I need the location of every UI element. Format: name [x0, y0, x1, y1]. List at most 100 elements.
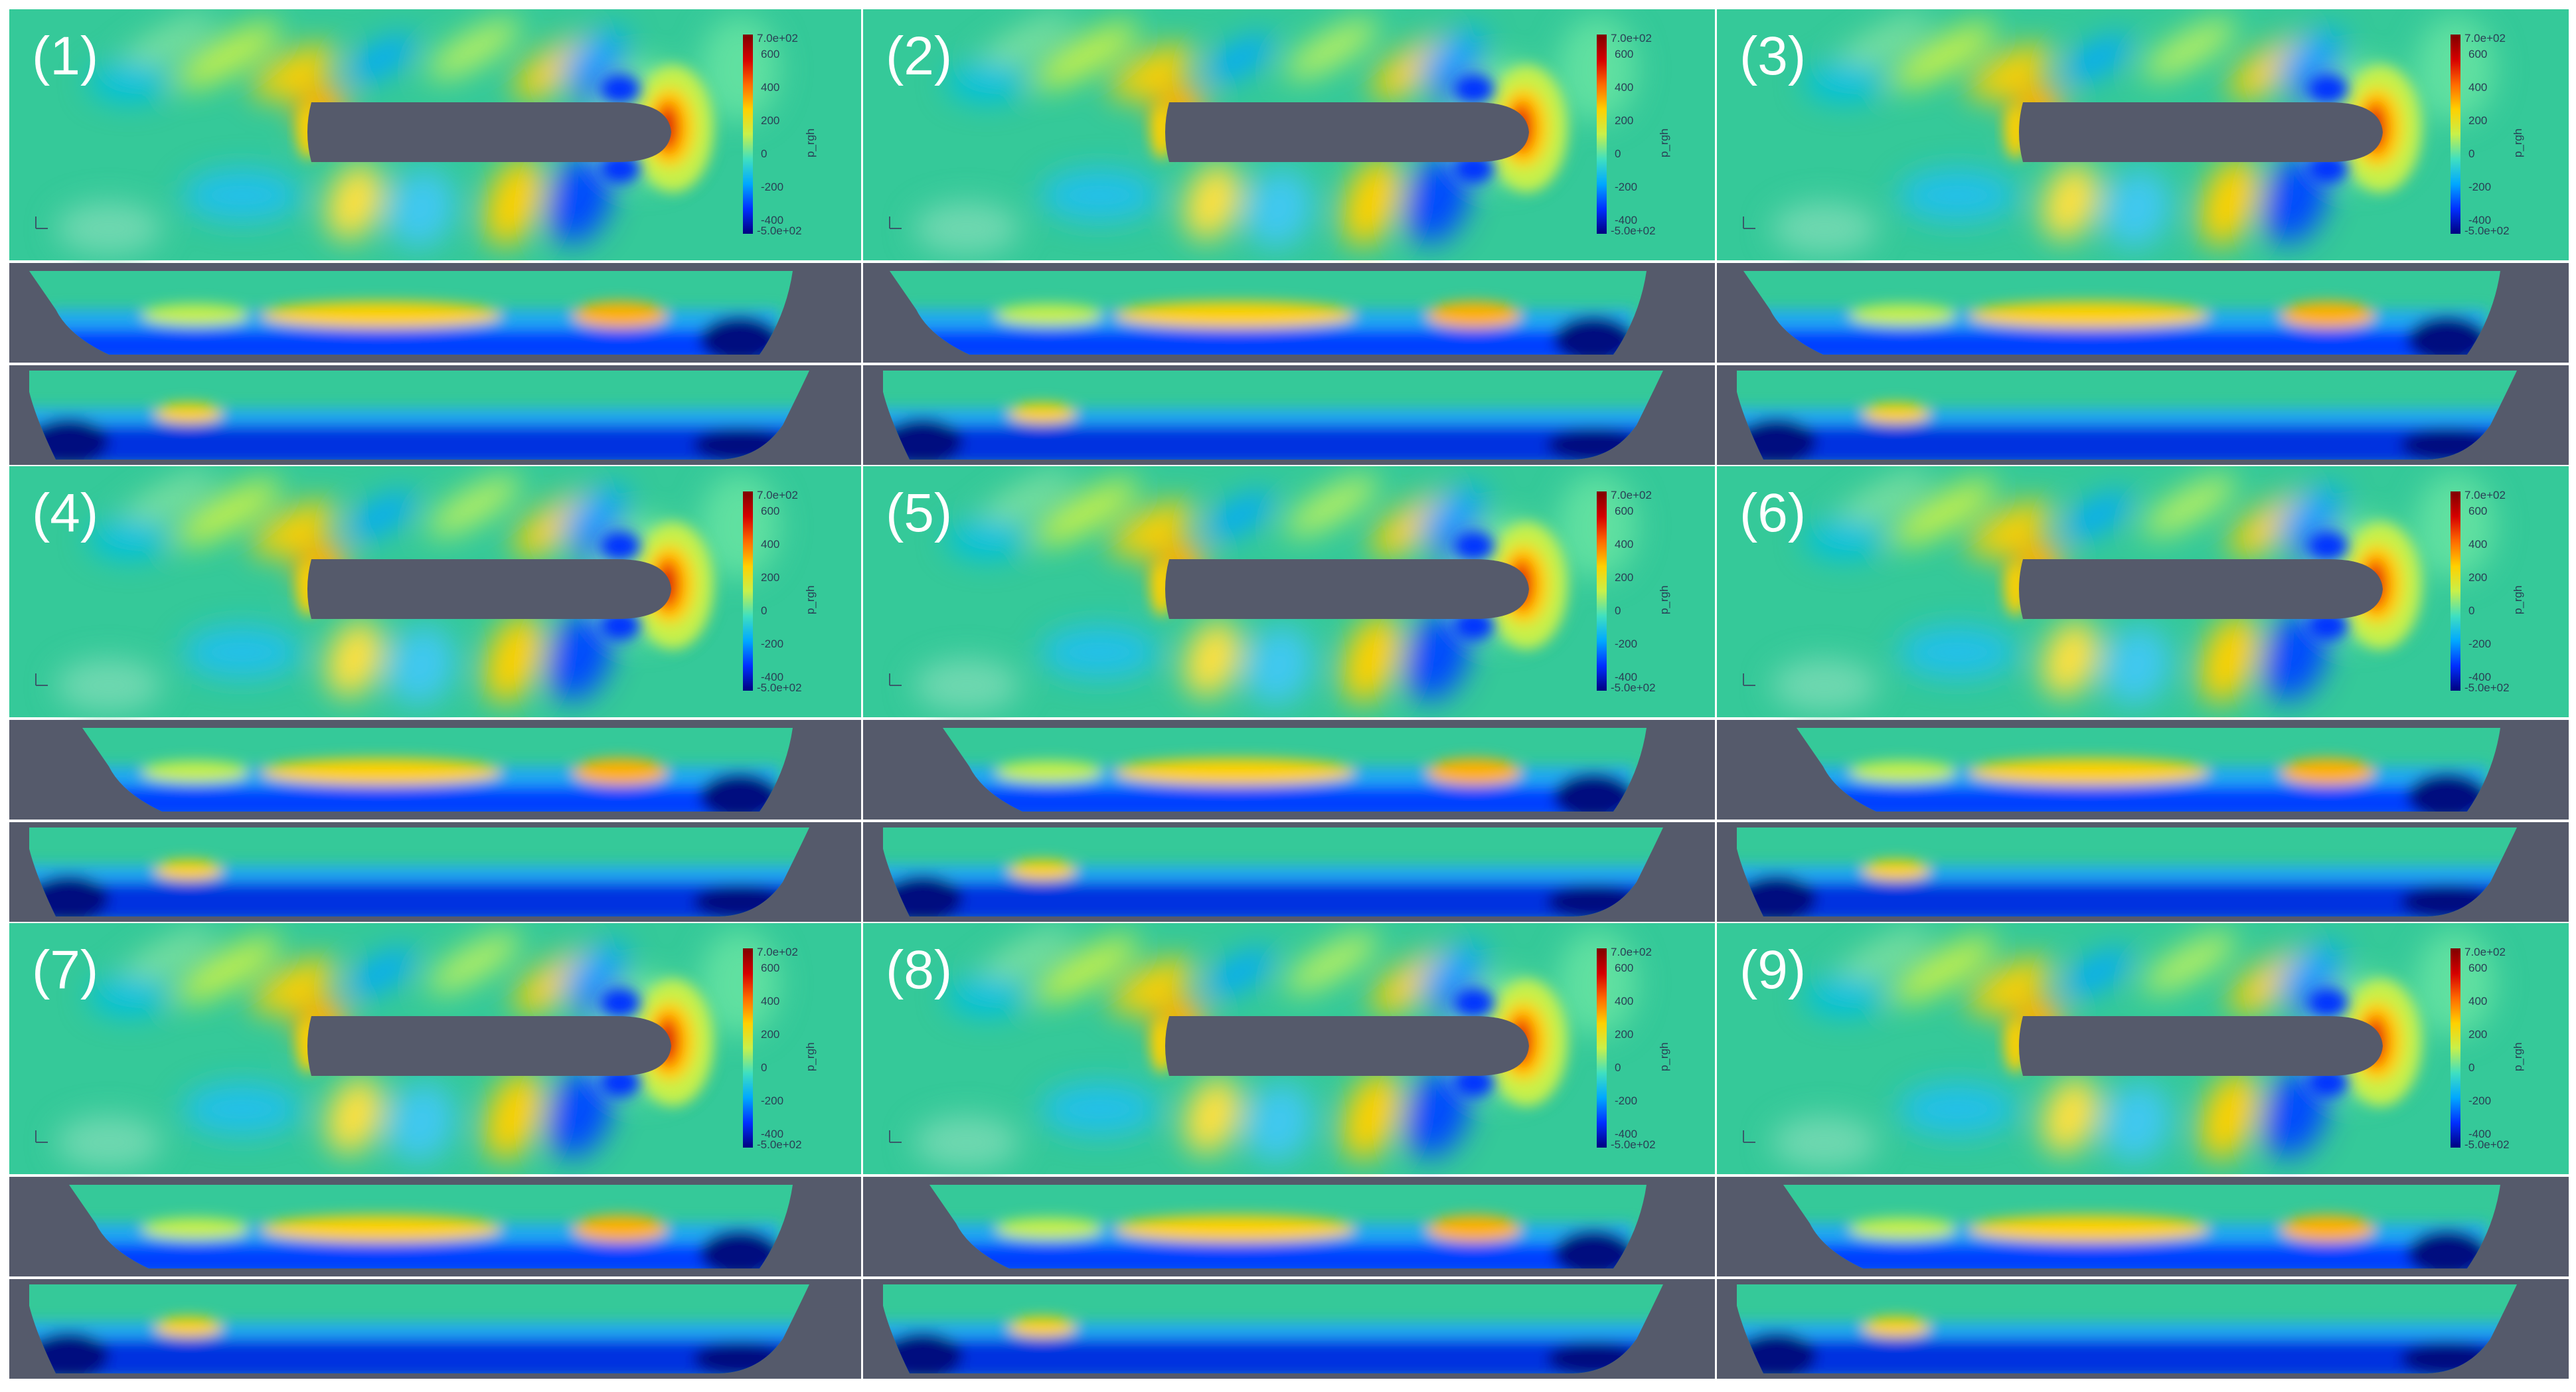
colorbar-min-label: -5.0e+02	[757, 1138, 802, 1151]
colorbar-tick: 200	[761, 1028, 780, 1041]
colorbar-title: p_rgh	[2512, 585, 2524, 614]
panel-label: (7)	[32, 940, 99, 1000]
colorbar-tick: -200	[761, 638, 784, 650]
colorbar-max-label: 7.0e+02	[757, 32, 798, 44]
panel-label: (3)	[1739, 26, 1807, 86]
colorbar-min-label: -5.0e+02	[757, 681, 802, 694]
colorbar-tick: 0	[1615, 147, 1621, 160]
hull-plan-view	[307, 102, 671, 162]
hull-plan-view	[307, 1016, 671, 1076]
colorbar-title: p_rgh	[1658, 1042, 1670, 1071]
colorbar-tick: 400	[761, 995, 780, 1007]
colorbar-tick: -400	[2468, 671, 2492, 683]
colorbar-tick: 400	[1615, 995, 1634, 1007]
colorbar-title: p_rgh	[2512, 128, 2524, 157]
pressure-field-image	[9, 9, 861, 465]
colorbar-tick: 0	[2468, 1061, 2475, 1074]
colorbar-tick: -200	[1615, 1094, 1638, 1107]
colorbar-tick: -200	[761, 1094, 784, 1107]
colorbar-tick: -400	[1615, 214, 1638, 226]
colorbar-tick: -200	[2468, 638, 2492, 650]
colorbar-tick: 600	[2468, 48, 2488, 60]
panel-8: (8) 7.0e+02 -5.0e+02 600 400 200 0 -200 -400 p_rg…	[863, 923, 1715, 1379]
colorbar-max-label: 7.0e+02	[1611, 489, 1652, 501]
colorbar-tick: 200	[2468, 571, 2488, 584]
colorbar-tick: -200	[1615, 181, 1638, 193]
hull-plan-view	[1165, 1016, 1529, 1076]
hull-plan-view	[307, 559, 671, 619]
colorbar-max-label: 7.0e+02	[2464, 32, 2506, 44]
pressure-field-image	[1717, 9, 2569, 465]
colorbar-tick: 600	[2468, 505, 2488, 517]
colorbar-title: p_rgh	[804, 128, 817, 157]
colorbar-tick: -200	[2468, 181, 2492, 193]
colorbar-min-label: -5.0e+02	[2464, 224, 2510, 237]
colorbar-tick: 200	[761, 571, 780, 584]
pressure-field-image	[1717, 466, 2569, 922]
panel-2: (2) 7.0e+02 -5.0e+02 600 400 200 0 -200 -400 p_rg…	[863, 9, 1715, 465]
colorbar-min-label: -5.0e+02	[1611, 224, 1656, 237]
colorbar-tick: 200	[2468, 1028, 2488, 1041]
panel-4: (4) 7.0e+02 -5.0e+02 600 400 200 0 -200 -400 p_rg…	[9, 466, 861, 922]
colorbar-tick: -400	[761, 1128, 784, 1140]
colorbar-tick: -400	[1615, 671, 1638, 683]
colorbar-tick: -200	[2468, 1094, 2492, 1107]
colorbar-tick: -200	[1615, 638, 1638, 650]
panel-label: (6)	[1739, 483, 1807, 543]
colorbar-tick: 400	[1615, 81, 1634, 94]
colorbar-tick: -400	[2468, 1128, 2492, 1140]
colorbar-tick: 600	[1615, 962, 1634, 974]
colorbar-tick: 400	[2468, 995, 2488, 1007]
colorbar-tick: 400	[761, 538, 780, 551]
panel-6: (6) 7.0e+02 -5.0e+02 600 400 200 0 -200 -400 p_rg…	[1717, 466, 2569, 922]
colorbar	[1597, 491, 1607, 691]
colorbar-tick: -400	[761, 214, 784, 226]
panel-label: (8)	[886, 940, 953, 1000]
hull-plan-view	[1165, 102, 1529, 162]
colorbar-tick: 600	[2468, 962, 2488, 974]
colorbar-min-label: -5.0e+02	[2464, 681, 2510, 694]
colorbar-tick: 0	[2468, 604, 2475, 617]
panel-label: (2)	[886, 26, 953, 86]
colorbar-tick: 200	[1615, 571, 1634, 584]
colorbar-min-label: -5.0e+02	[757, 224, 802, 237]
pressure-field-image	[1717, 923, 2569, 1379]
panel-5: (5) 7.0e+02 -5.0e+02 600 400 200 0 -200 -400 p_rg…	[863, 466, 1715, 922]
colorbar-tick: 600	[761, 48, 780, 60]
colorbar-tick: 200	[2468, 114, 2488, 127]
colorbar-tick: 400	[2468, 538, 2488, 551]
pressure-field-image	[863, 923, 1715, 1379]
panel-label: (4)	[32, 483, 99, 543]
colorbar-min-label: -5.0e+02	[2464, 1138, 2510, 1151]
pressure-field-image	[863, 9, 1715, 465]
colorbar	[743, 491, 753, 691]
colorbar-max-label: 7.0e+02	[757, 946, 798, 958]
panel-label: (9)	[1739, 940, 1807, 1000]
colorbar-tick: -400	[2468, 214, 2492, 226]
colorbar-tick: 600	[761, 505, 780, 517]
colorbar	[2451, 35, 2460, 234]
colorbar-title: p_rgh	[804, 585, 817, 614]
colorbar-tick: 600	[1615, 505, 1634, 517]
colorbar-tick: -200	[761, 181, 784, 193]
colorbar-tick: 0	[2468, 147, 2475, 160]
colorbar	[743, 35, 753, 234]
colorbar-tick: 0	[1615, 604, 1621, 617]
colorbar-title: p_rgh	[1658, 128, 1670, 157]
colorbar-tick: 400	[761, 81, 780, 94]
colorbar-tick: 400	[2468, 81, 2488, 94]
colorbar	[2451, 491, 2460, 691]
panel-label: (5)	[886, 483, 953, 543]
panel-3: (3) 7.0e+02 -5.0e+02 600 400 200 0 -200 -400 p_rg…	[1717, 9, 2569, 465]
colorbar-max-label: 7.0e+02	[2464, 489, 2506, 501]
colorbar-title: p_rgh	[1658, 585, 1670, 614]
hull-plan-view	[2019, 1016, 2383, 1076]
colorbar-tick: 0	[761, 147, 767, 160]
hull-plan-view	[2019, 102, 2383, 162]
colorbar	[1597, 35, 1607, 234]
hull-plan-view	[2019, 559, 2383, 619]
colorbar-tick: -400	[1615, 1128, 1638, 1140]
colorbar	[1597, 948, 1607, 1148]
colorbar-tick: 600	[1615, 48, 1634, 60]
